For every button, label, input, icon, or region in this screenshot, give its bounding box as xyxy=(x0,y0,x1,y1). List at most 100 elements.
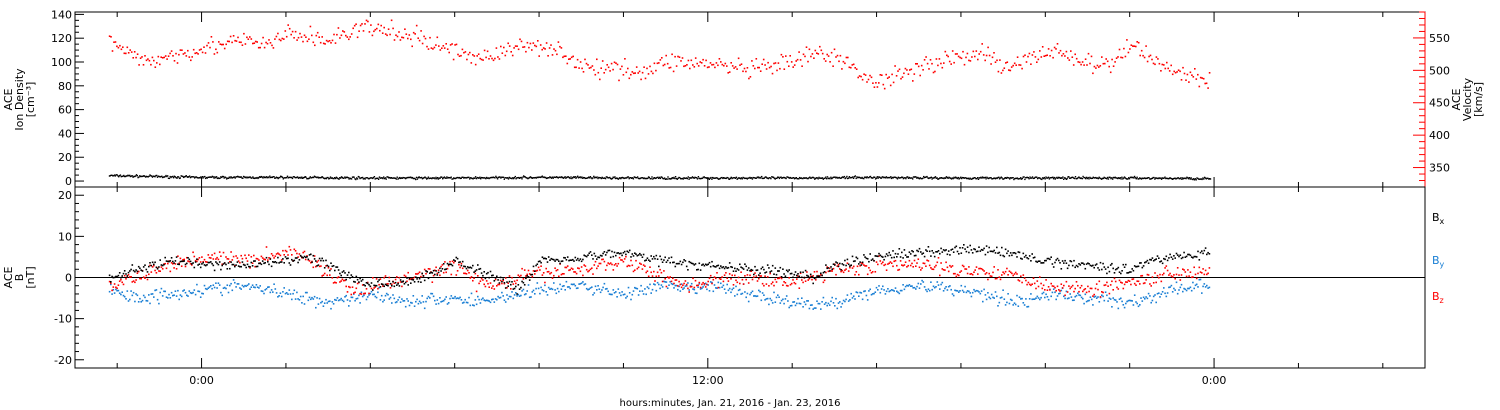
bz-point xyxy=(439,274,441,277)
bz-point xyxy=(978,267,980,270)
density-point xyxy=(1003,178,1005,180)
bx-point xyxy=(1092,264,1094,267)
velocity-point xyxy=(556,53,558,56)
velocity-point xyxy=(771,72,774,75)
density-point xyxy=(438,177,441,179)
density-point xyxy=(808,177,810,179)
density-point xyxy=(1080,177,1083,179)
by-point xyxy=(561,285,564,288)
density-point xyxy=(556,176,559,179)
by-point xyxy=(654,283,656,286)
bz-point xyxy=(160,266,163,268)
bx-point xyxy=(601,255,603,257)
density-point xyxy=(993,177,995,179)
bx-point xyxy=(736,268,739,270)
velocity-point xyxy=(256,41,258,43)
by-point xyxy=(722,284,725,287)
density-point xyxy=(138,176,140,178)
bx-point xyxy=(788,269,790,271)
density-point xyxy=(1160,177,1162,179)
velocity-point xyxy=(569,58,571,60)
bx-point xyxy=(196,258,198,260)
velocity-point xyxy=(426,45,428,48)
bz-point xyxy=(874,271,877,273)
density-point xyxy=(166,175,168,178)
density-point xyxy=(1173,177,1175,180)
density-point xyxy=(678,176,680,179)
bx-point xyxy=(526,275,528,277)
density-point xyxy=(306,178,308,180)
bx-point xyxy=(699,269,702,271)
density-point xyxy=(233,176,235,178)
by-point xyxy=(589,287,592,289)
density-point xyxy=(1058,176,1060,179)
bx-point xyxy=(311,261,313,264)
density-point xyxy=(326,176,328,179)
bx-point xyxy=(794,271,797,273)
velocity-point xyxy=(674,55,676,58)
density-point xyxy=(1163,177,1165,179)
bz-point xyxy=(327,267,330,269)
bz-point xyxy=(288,245,291,248)
density-point xyxy=(772,176,775,178)
velocity-point xyxy=(764,64,766,66)
by-point xyxy=(1058,292,1060,295)
bz-point xyxy=(940,262,942,264)
by-point xyxy=(302,295,304,298)
density-point xyxy=(572,177,574,179)
by-point xyxy=(574,284,577,287)
density-point xyxy=(889,177,891,179)
density-point xyxy=(1036,177,1039,180)
bx-point xyxy=(510,283,512,286)
bz-point xyxy=(993,266,995,268)
velocity-point xyxy=(175,52,177,55)
by-point xyxy=(156,298,159,301)
density-point xyxy=(1068,177,1071,179)
density-point xyxy=(325,177,327,180)
density-point xyxy=(410,177,413,179)
velocity-point xyxy=(464,51,467,53)
by-point xyxy=(335,299,337,301)
bx-point xyxy=(1141,266,1144,269)
by-point xyxy=(1180,283,1183,286)
density-point xyxy=(1077,177,1079,179)
velocity-point xyxy=(823,58,825,60)
velocity-point xyxy=(993,52,995,54)
density-point xyxy=(712,177,715,179)
velocity-point xyxy=(1160,70,1162,72)
density-point xyxy=(892,177,894,179)
by-point xyxy=(258,287,260,289)
by-point xyxy=(222,287,225,289)
density-point xyxy=(1187,178,1190,180)
density-point xyxy=(896,178,899,180)
bz-point xyxy=(984,273,987,275)
density-point xyxy=(815,177,818,179)
bx-point xyxy=(598,256,601,259)
by-point xyxy=(1094,295,1097,298)
density-point xyxy=(134,175,137,177)
by-point xyxy=(1111,306,1113,308)
bz-point xyxy=(1031,283,1033,285)
velocity-point xyxy=(892,81,895,84)
bx-point xyxy=(118,272,121,274)
bz-point xyxy=(646,270,649,272)
density-point xyxy=(691,176,694,178)
bx-point xyxy=(502,278,504,280)
bz-point xyxy=(1058,289,1060,291)
by-point xyxy=(322,305,325,307)
bx-point xyxy=(135,269,137,271)
bz-point xyxy=(173,267,175,269)
velocity-point xyxy=(163,56,165,59)
density-point xyxy=(882,176,884,178)
velocity-point xyxy=(228,40,230,43)
bx-point xyxy=(1146,259,1149,262)
velocity-point xyxy=(829,61,831,63)
bz-point xyxy=(974,269,976,271)
velocity-point xyxy=(1208,72,1211,74)
by-point xyxy=(885,290,888,293)
velocity-point xyxy=(792,66,794,68)
by-point xyxy=(1080,296,1083,299)
velocity-point xyxy=(185,55,188,57)
velocity-point xyxy=(894,65,896,67)
bz-point xyxy=(593,264,596,266)
